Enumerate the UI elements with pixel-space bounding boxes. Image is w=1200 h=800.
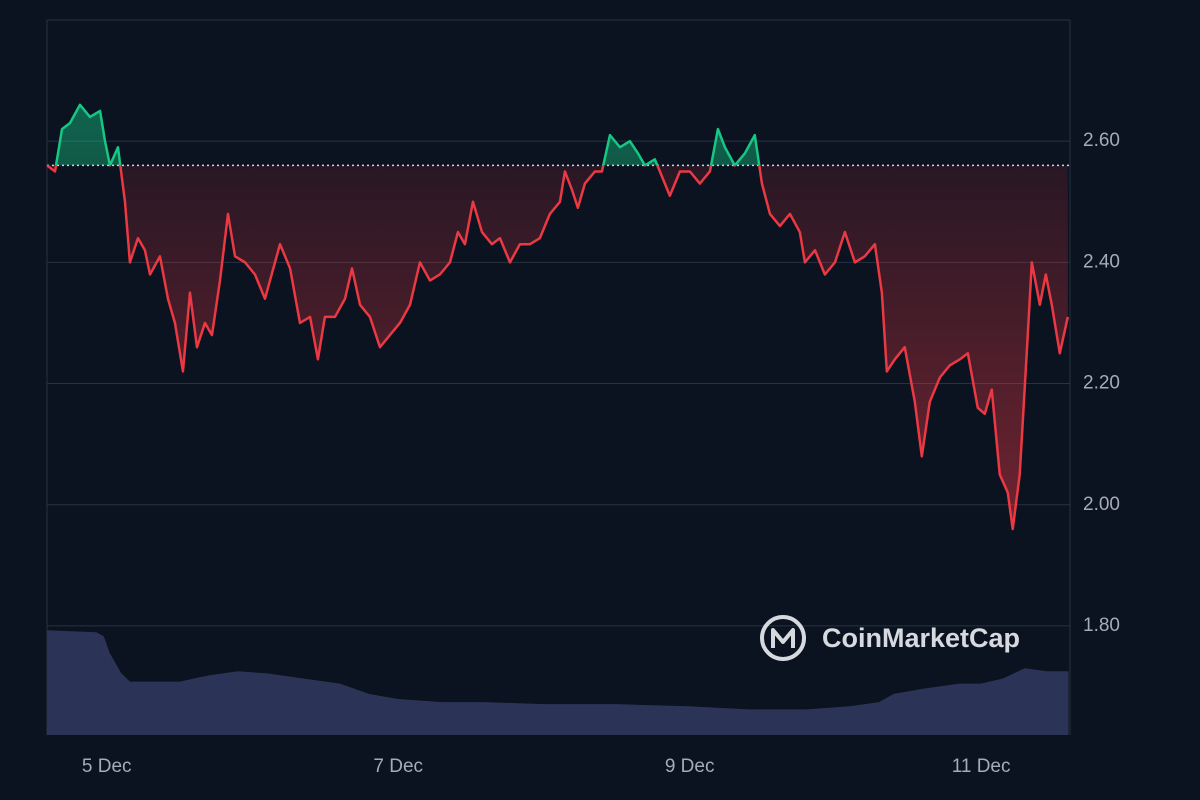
- x-tick-label: 7 Dec: [373, 756, 423, 777]
- volume-area: [47, 630, 1069, 735]
- y-tick-label: 2.20: [1083, 373, 1120, 394]
- x-tick-label: 11 Dec: [952, 756, 1011, 777]
- price-line-down: [46, 165, 1070, 531]
- y-tick-label: 2.60: [1083, 130, 1120, 151]
- watermark: CoinMarketCap: [760, 615, 1020, 661]
- y-tick-label: 2.00: [1083, 494, 1120, 515]
- y-tick-label: 1.80: [1083, 615, 1120, 636]
- logo-mark: [771, 628, 795, 648]
- x-tick-label: 9 Dec: [665, 756, 715, 777]
- logo: [760, 615, 806, 661]
- y-tick-label: 2.40: [1083, 251, 1120, 272]
- x-tick-label: 5 Dec: [82, 756, 132, 777]
- watermark-text: CoinMarketCap: [822, 623, 1020, 653]
- area-down: [47, 165, 1068, 529]
